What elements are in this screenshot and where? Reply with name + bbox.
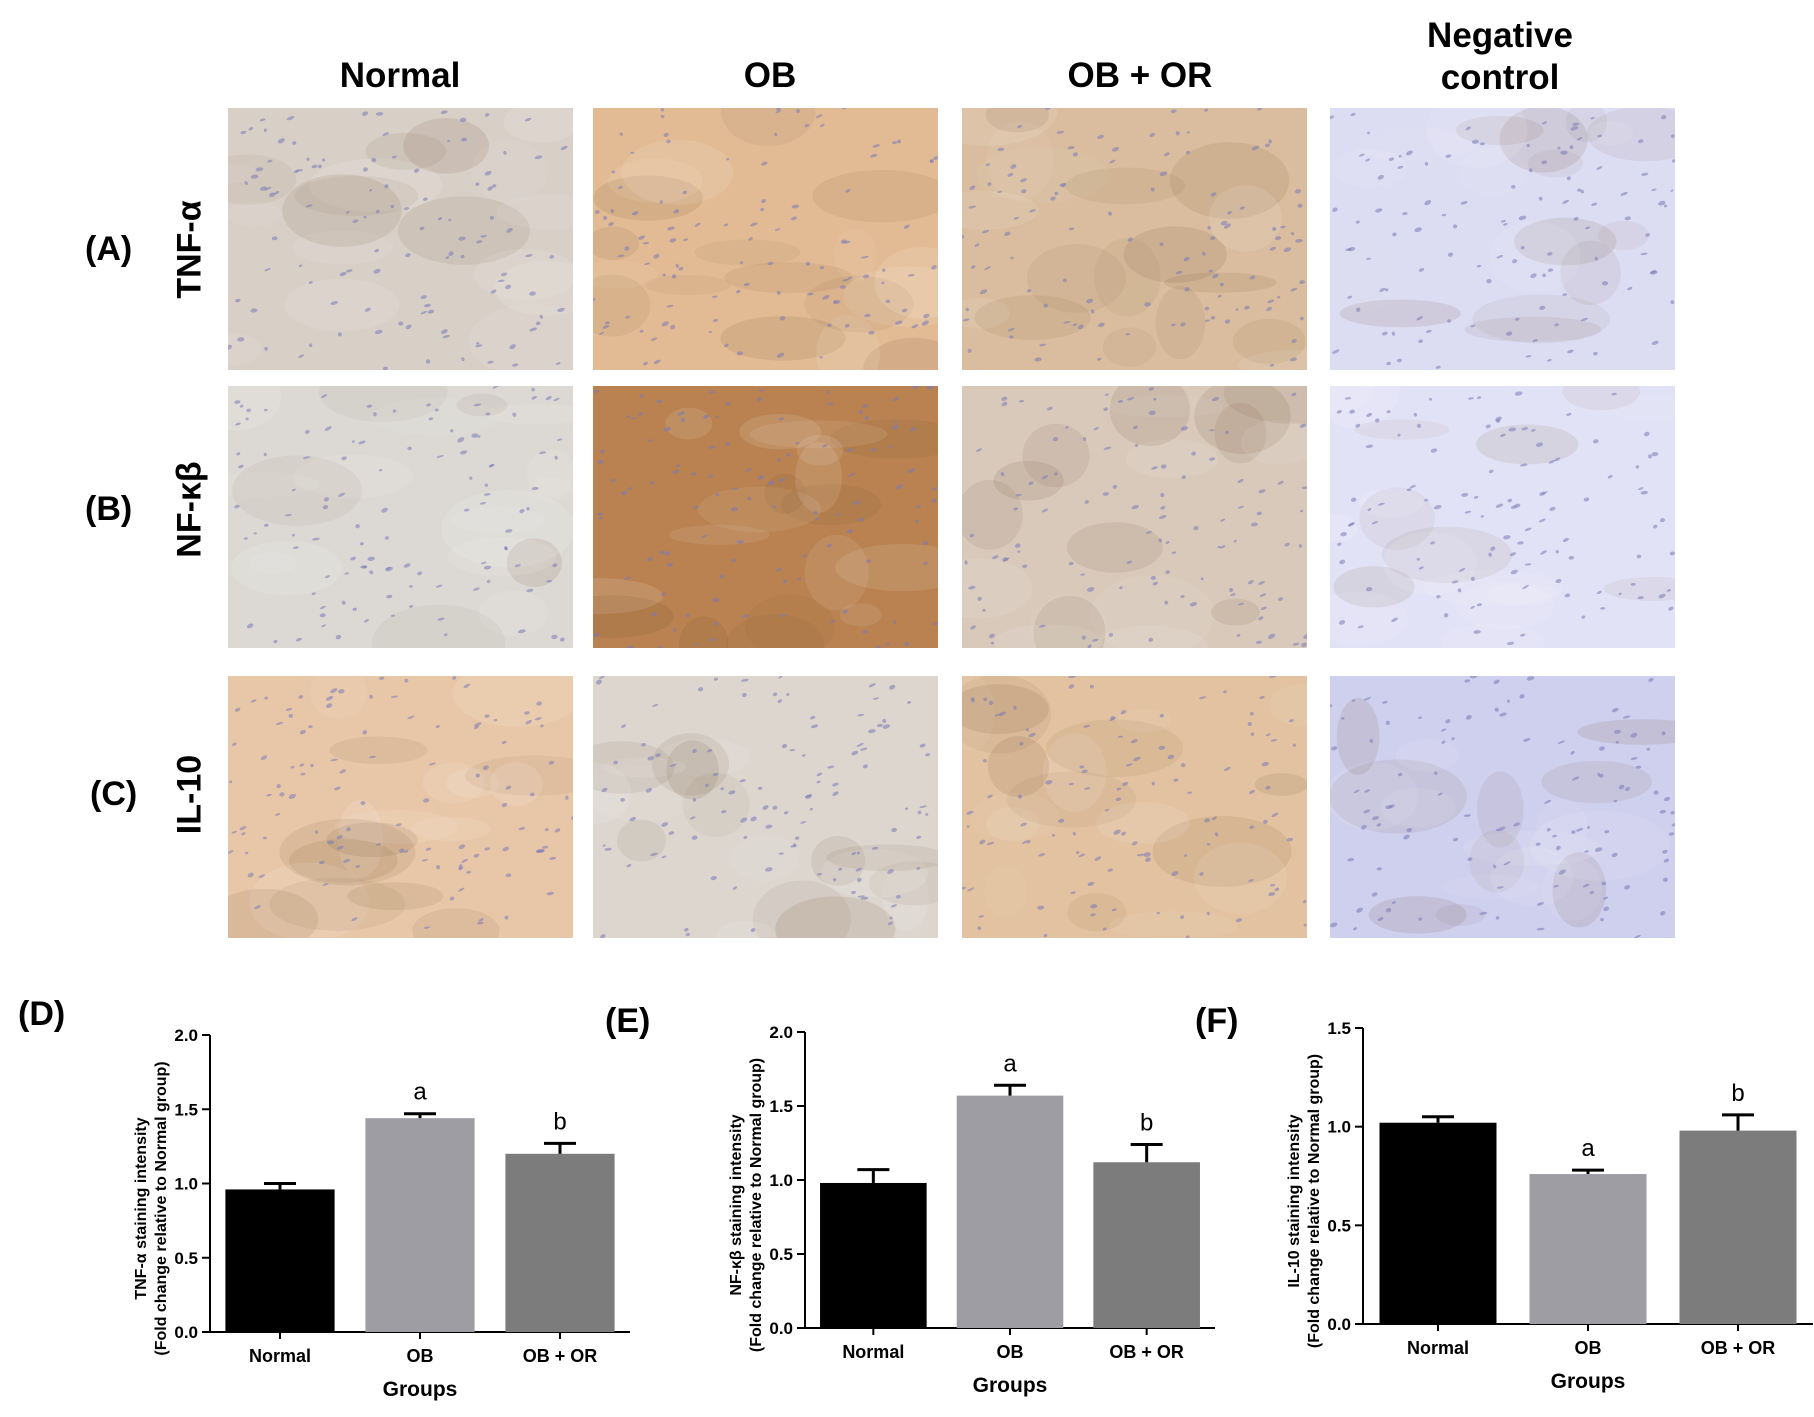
x-tick-label: OB + OR — [523, 1346, 598, 1366]
bar-ob-or — [505, 1153, 615, 1332]
column-title-negative-control: Negative control — [1427, 16, 1573, 97]
significance-label: a — [1581, 1135, 1595, 1162]
bar-normal — [820, 1182, 927, 1328]
y-axis-label: IL-10 staining intensity — [1286, 1114, 1303, 1287]
y-tick-label: 0.0 — [174, 1323, 198, 1342]
chart-svg-nfkb: 0.0 0.5 1.0 1.5 2.0 Normal OB a OB + OR b Groups NF… — [728, 1023, 1215, 1397]
row-marker-nfkb: NF-κβ — [170, 461, 209, 558]
x-tick-label: OB + OR — [1109, 1342, 1184, 1362]
y-tick-label: 1.5 — [174, 1100, 198, 1119]
micrograph-nfkb-normal — [228, 386, 573, 648]
bar-ob — [956, 1095, 1064, 1328]
micrograph-tnf-ob-or — [962, 108, 1307, 370]
column-title-normal: Normal — [339, 56, 461, 95]
bar-ob — [1529, 1174, 1647, 1324]
bar-chart-il10: 0.0 0.5 1.0 1.5 Normal OB a OB + OR b Groups IL-10… — [1190, 960, 1813, 1410]
panel-label-e: (E) — [605, 1002, 651, 1040]
significance-label: b — [1731, 1080, 1744, 1107]
bar-ob — [365, 1118, 475, 1332]
panel-label-d: (D) — [18, 995, 66, 1033]
y-tick-label: 1.5 — [769, 1097, 793, 1116]
y-axis-label: TNF-α staining intensity — [133, 1117, 150, 1299]
row-marker-il10: IL-10 — [170, 754, 209, 835]
bar-chart-nfkb: 0.0 0.5 1.0 1.5 2.0 Normal OB a OB + OR b Groups NF… — [600, 960, 1220, 1410]
y-tick-label: 1.0 — [1327, 1118, 1351, 1137]
micrograph-il10-ob — [593, 676, 938, 938]
column-title-ob-or: OB + OR — [1067, 56, 1213, 95]
micrograph-tnf-negative-control — [1330, 108, 1675, 370]
y-axis-label: NF-κβ staining intensity — [728, 1114, 745, 1295]
x-tick-label: OB + OR — [1701, 1338, 1776, 1358]
x-axis-label: Groups — [1551, 1370, 1626, 1393]
y-axis-label-sub: (Fold change relative to Normal group) — [153, 1061, 170, 1355]
chart-svg-tnf: 0.0 0.5 1.0 1.5 2.0 Normal OB a OB + OR b Groups TN… — [133, 1026, 630, 1401]
x-tick-label: Normal — [842, 1342, 904, 1362]
column-title-ob: OB — [743, 56, 797, 95]
y-tick-label: 0.0 — [769, 1319, 793, 1338]
significance-label: a — [413, 1079, 427, 1106]
row-panel-a: (A) — [85, 230, 133, 268]
micrograph-nfkb-ob-or — [962, 386, 1307, 648]
bar-normal — [1379, 1122, 1497, 1324]
micrograph-tnf-normal — [228, 108, 573, 370]
row-panel-c: (C) — [90, 775, 138, 813]
micrograph-il10-ob-or — [962, 676, 1307, 938]
y-tick-label: 2.0 — [174, 1026, 198, 1045]
micrograph-tnf-ob — [593, 108, 938, 370]
micrograph-nfkb-negative-control — [1330, 386, 1675, 648]
bar-ob-or — [1093, 1162, 1200, 1328]
x-axis-label: Groups — [383, 1378, 458, 1401]
significance-label: b — [1140, 1109, 1153, 1136]
y-tick-label: 0.5 — [174, 1249, 198, 1268]
bar-chart-tnf: 0.0 0.5 1.0 1.5 2.0 Normal OB a OB + OR b Groups TN… — [0, 960, 630, 1410]
y-tick-label: 1.0 — [769, 1171, 793, 1190]
y-axis-label-sub: (Fold change relative to Normal group) — [1306, 1054, 1323, 1348]
y-tick-label: 2.0 — [769, 1023, 793, 1042]
y-tick-label: 0.5 — [1327, 1216, 1351, 1235]
x-axis-label: Groups — [973, 1374, 1048, 1397]
significance-label: b — [553, 1108, 566, 1135]
significance-label: a — [1003, 1050, 1017, 1077]
panel-label-f: (F) — [1195, 1002, 1239, 1040]
x-tick-label: OB — [997, 1342, 1024, 1362]
x-tick-label: OB — [407, 1346, 434, 1366]
x-tick-label: OB — [1575, 1338, 1602, 1358]
y-tick-label: 0.5 — [769, 1245, 793, 1264]
y-axis-label-sub: (Fold change relative to Normal group) — [748, 1058, 765, 1352]
micrograph-il10-normal — [228, 676, 573, 938]
chart-svg-il10: 0.0 0.5 1.0 1.5 Normal OB a OB + OR b Groups IL-10… — [1286, 1019, 1813, 1393]
x-tick-label: Normal — [249, 1346, 311, 1366]
y-tick-label: 1.0 — [174, 1175, 198, 1194]
row-panel-b: (B) — [85, 490, 133, 528]
bar-ob-or — [1679, 1130, 1797, 1324]
y-tick-label: 0.0 — [1327, 1315, 1351, 1334]
row-marker-tnf: TNF-α — [170, 200, 209, 299]
y-tick-label: 1.5 — [1327, 1019, 1351, 1038]
x-tick-label: Normal — [1407, 1338, 1469, 1358]
micrograph-il10-negative-control — [1330, 676, 1675, 938]
bar-normal — [225, 1189, 335, 1332]
micrograph-nfkb-ob — [593, 386, 938, 648]
